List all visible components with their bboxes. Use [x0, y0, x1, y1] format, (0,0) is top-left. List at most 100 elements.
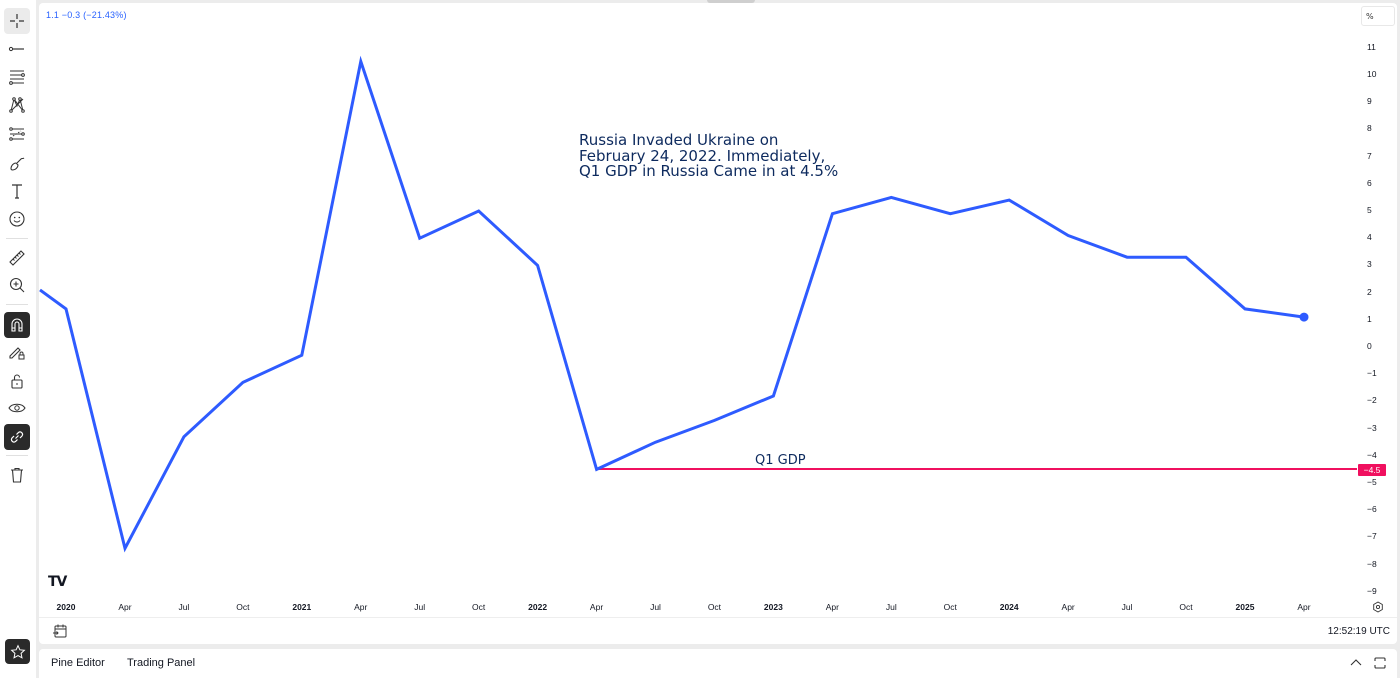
top-resize-handle[interactable]	[707, 0, 755, 3]
x-tick-label: Apr	[589, 602, 604, 612]
fib-retracement-tool-button[interactable]	[4, 63, 30, 89]
magnet-tool-button[interactable]	[4, 312, 30, 338]
x-tick-label: Jul	[650, 602, 661, 612]
ruler-icon	[9, 250, 25, 266]
gdp-series-line[interactable]	[39, 55, 1305, 553]
x-tick-label: Jul	[885, 602, 897, 612]
link-icon	[10, 431, 24, 443]
delete-tool-button[interactable]	[4, 462, 30, 488]
emoji-tool-button[interactable]	[4, 206, 30, 232]
last-value-marker	[1299, 312, 1309, 322]
y-tick-label: −3	[1367, 422, 1377, 433]
brush-icon	[10, 157, 25, 171]
tradingview-logo[interactable]: TV	[48, 574, 67, 590]
y-tick-label: −5	[1367, 477, 1377, 487]
axis-settings-icon[interactable]	[1372, 601, 1384, 613]
q1-gdp-price-tag: −4.5	[1358, 464, 1386, 476]
magnet-icon	[11, 318, 23, 332]
x-tick-label: Jul	[178, 602, 190, 612]
fib-retracement-icon	[9, 70, 25, 85]
y-tick-label: 5	[1367, 205, 1372, 215]
x-tick-label: Apr	[118, 602, 132, 612]
tab-pine-editor[interactable]: Pine Editor	[51, 657, 105, 669]
tab-trading-panel[interactable]: Trading Panel	[127, 657, 196, 669]
y-tick-label: 8	[1367, 123, 1372, 134]
y-tick-label: 2	[1367, 286, 1372, 297]
x-tick-label: Oct	[943, 602, 957, 612]
y-tick-label: 4	[1367, 232, 1372, 243]
y-tick-label: 11	[1367, 41, 1376, 52]
crosshair-icon	[10, 14, 24, 28]
trend-line-tool-button[interactable]	[4, 36, 30, 62]
y-tick-label: 1	[1367, 313, 1372, 324]
x-tick-label: Oct	[236, 602, 250, 612]
text-icon	[12, 184, 22, 199]
x-tick-label: 2020	[56, 602, 76, 612]
crosshair-tool-button[interactable]	[4, 8, 30, 34]
trend-line-icon	[8, 46, 24, 52]
q1-gdp-line-label: Q1 GDP	[755, 453, 806, 468]
x-tick-label: Oct	[472, 602, 486, 612]
y-tick-label: −1	[1367, 368, 1377, 379]
chevron-up-icon[interactable]	[1349, 656, 1363, 670]
y-tick-label: 0	[1367, 341, 1372, 351]
y-tick-label: −2	[1367, 395, 1377, 406]
pattern-tool-button[interactable]	[4, 92, 30, 118]
x-tick-label: Apr	[825, 602, 839, 612]
y-tick-label: 9	[1367, 96, 1372, 107]
y-tick-label: −8	[1367, 558, 1377, 569]
maximize-icon[interactable]	[1373, 656, 1387, 670]
eye-icon	[8, 403, 26, 413]
hide-drawings-tool-button[interactable]	[4, 395, 30, 421]
trash-icon	[11, 467, 23, 483]
utc-clock[interactable]: 12:52:19 UTC	[1327, 626, 1390, 637]
favorites-button[interactable]	[5, 639, 30, 664]
lock-tool-button[interactable]	[4, 368, 30, 394]
x-tick-label: Apr	[354, 602, 368, 612]
zoom-in-tool-button[interactable]	[4, 272, 30, 298]
invasion-annotation[interactable]: Russia Invaded Ukraine on February 24, 2…	[579, 131, 839, 180]
annotation-line: February 24, 2022. Immediately,	[579, 146, 826, 165]
annotation-line: Q1 GDP in Russia Came in at 4.5%	[579, 162, 839, 180]
x-tick-label: 2021	[292, 602, 312, 612]
axis-divider	[39, 617, 1397, 618]
text-tool-button[interactable]	[4, 178, 30, 204]
chart-pane[interactable]: 1.1 −0.3 (−21.43%) % Russia Invaded Ukra…	[39, 3, 1397, 644]
pattern-icon	[9, 97, 25, 113]
x-tick-label: 2025	[1235, 602, 1255, 612]
x-tick-label: Oct	[1179, 602, 1193, 612]
series-legend-values: 1.1 −0.3 (−21.43%)	[46, 10, 127, 20]
y-tick-label: 3	[1367, 259, 1372, 270]
x-tick-label: 2022	[528, 602, 548, 612]
chart-canvas[interactable]	[39, 3, 1397, 644]
y-tick-label: 7	[1367, 150, 1372, 161]
x-tick-label: Oct	[707, 602, 722, 612]
y-tick-label: 6	[1367, 177, 1372, 188]
lock-drawings-tool-button[interactable]	[4, 339, 30, 365]
x-tick-label: Apr	[1297, 602, 1311, 612]
y-tick-label: −4	[1367, 449, 1377, 460]
y-tick-label: −7	[1367, 531, 1377, 542]
prediction-tool-button[interactable]	[4, 121, 30, 147]
bottom-panel: Pine Editor Trading Panel	[39, 649, 1397, 678]
toolbar-divider	[6, 304, 28, 305]
zoom-in-icon	[9, 277, 25, 293]
y-tick-label: 10	[1367, 69, 1377, 79]
toolbar-divider	[6, 238, 28, 239]
x-tick-label: 2024	[999, 602, 1019, 612]
x-tick-label: Apr	[1061, 602, 1075, 612]
x-tick-label: Jul	[414, 602, 426, 612]
pencil-lock-icon	[9, 347, 25, 360]
annotation-line: Russia Invaded Ukraine on	[579, 131, 779, 149]
link-tool-button[interactable]	[4, 424, 30, 450]
y-tick-label: −6	[1367, 504, 1377, 515]
percent-scale-toggle[interactable]: %	[1361, 6, 1395, 26]
smiley-icon	[9, 211, 25, 227]
star-icon	[9, 644, 26, 659]
y-tick-label: −9	[1367, 585, 1377, 596]
ruler-tool-button[interactable]	[4, 245, 30, 271]
drawing-toolbar	[0, 0, 36, 678]
date-range-icon[interactable]	[52, 623, 68, 639]
brush-tool-button[interactable]	[4, 150, 30, 176]
x-tick-label: 2023	[763, 602, 783, 612]
